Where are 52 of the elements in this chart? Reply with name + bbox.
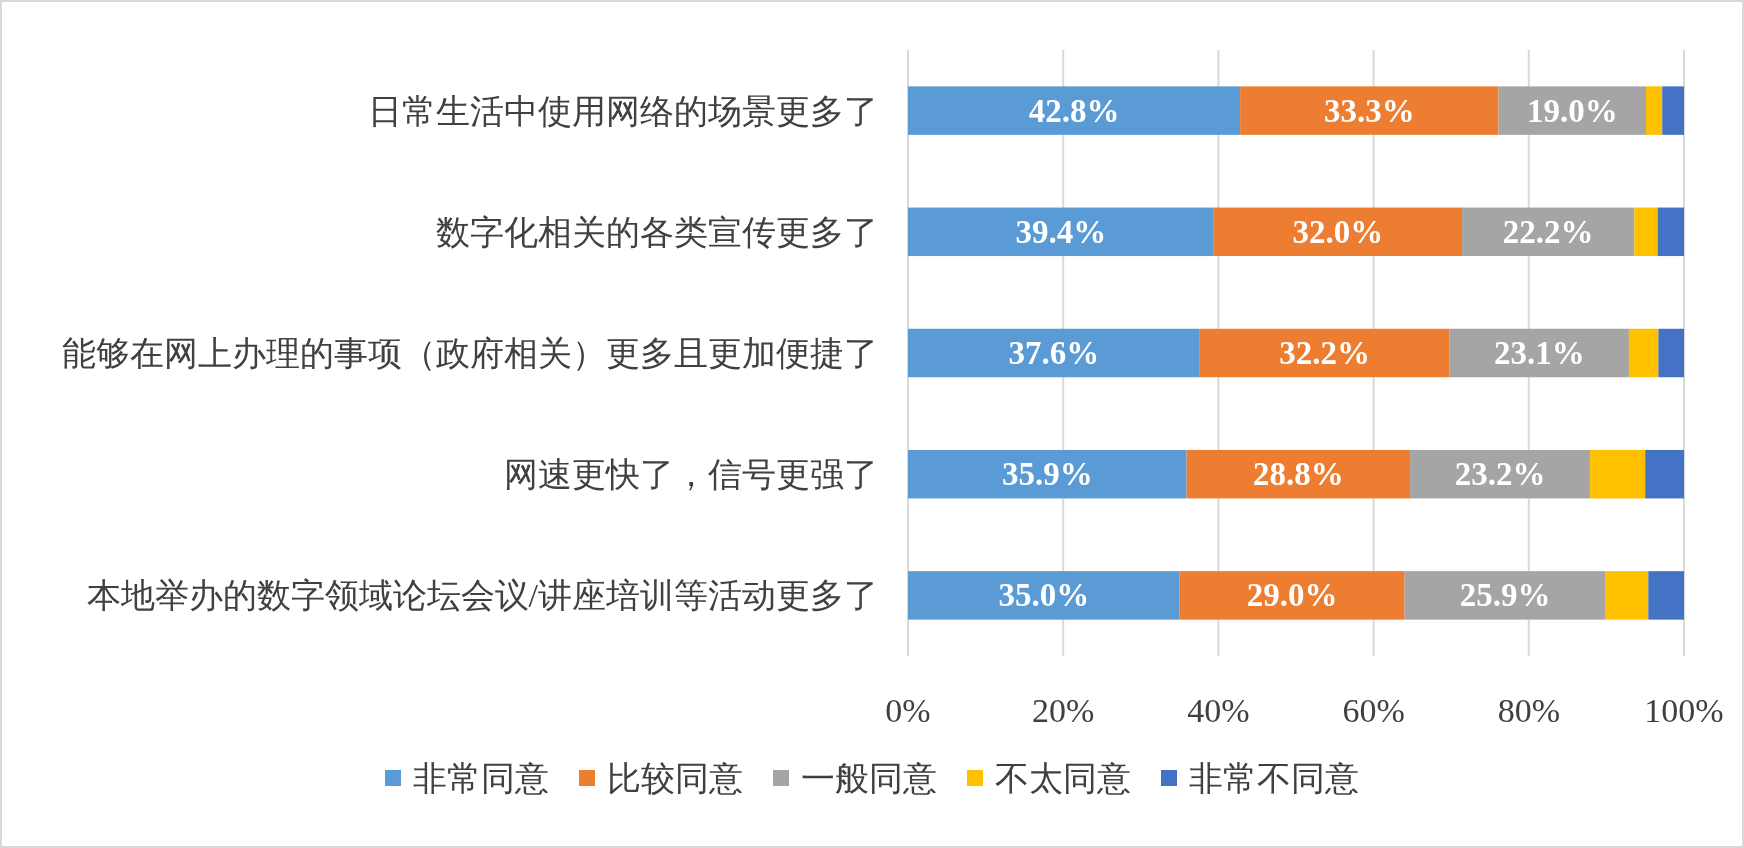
legend-label: 非常不同意: [1189, 760, 1359, 797]
x-tick-label: 80%: [1497, 692, 1560, 729]
y-tick-label: 网速更快了，信号更强了: [504, 456, 878, 494]
y-tick-label: 日常生活中使用网络的场景更多了: [368, 92, 878, 130]
bar: [1658, 328, 1684, 378]
data-label: 22.2%: [1502, 213, 1594, 250]
legend-label: 不太同意: [995, 760, 1131, 797]
bar: [1648, 571, 1684, 620]
bar: [908, 86, 1241, 135]
data-label: 32.2%: [1279, 335, 1371, 371]
bar: [1662, 86, 1684, 135]
data-label: 35.0%: [998, 577, 1090, 614]
data-label: 33.3%: [1323, 92, 1415, 129]
bar: [1199, 328, 1450, 378]
data-label: 23.1%: [1493, 335, 1585, 371]
bar: [908, 449, 1187, 499]
data-label: 37.6%: [1008, 335, 1100, 371]
data-label: 23.2%: [1454, 456, 1546, 493]
x-tick-label: 60%: [1342, 692, 1405, 729]
bar: [1634, 207, 1658, 257]
bar: [1213, 207, 1463, 257]
x-tick-label: 100%: [1644, 692, 1724, 729]
y-tick-label: 能够在网上办理的事项（政府相关）更多且更加便捷了: [62, 335, 878, 372]
bar: [1179, 571, 1405, 620]
legend-label: 比较同意: [607, 760, 743, 797]
bar: [1590, 449, 1646, 499]
data-label: 32.0%: [1292, 213, 1384, 250]
bar: [908, 328, 1200, 378]
legend-label: 非常同意: [413, 760, 549, 797]
bar: [1605, 571, 1649, 620]
data-label: 35.9%: [1001, 456, 1093, 493]
y-tick-label: 数字化相关的各类宣传更多了: [436, 213, 878, 251]
bar: [908, 571, 1180, 620]
bar: [1657, 207, 1684, 257]
bar: [1186, 449, 1411, 499]
bar: [1645, 449, 1684, 499]
y-tick-label: 本地举办的数字领域论坛会议/讲座培训等活动更多了: [86, 577, 878, 615]
x-tick-label: 20%: [1032, 692, 1095, 729]
x-tick-label: 0%: [885, 692, 931, 729]
data-label: 42.8%: [1028, 92, 1120, 129]
bar: [1628, 328, 1659, 378]
data-label: 28.8%: [1252, 456, 1344, 493]
bar: [1404, 571, 1606, 620]
data-label: 19.0%: [1526, 92, 1618, 129]
data-label: 29.0%: [1246, 577, 1338, 614]
data-label: 39.4%: [1015, 213, 1107, 250]
data-label: 25.9%: [1459, 577, 1551, 614]
bar: [908, 207, 1214, 257]
legend-label: 一般同意: [801, 760, 937, 797]
bar: [1240, 86, 1499, 135]
bar: [1645, 86, 1663, 135]
x-tick-label: 40%: [1187, 692, 1250, 729]
